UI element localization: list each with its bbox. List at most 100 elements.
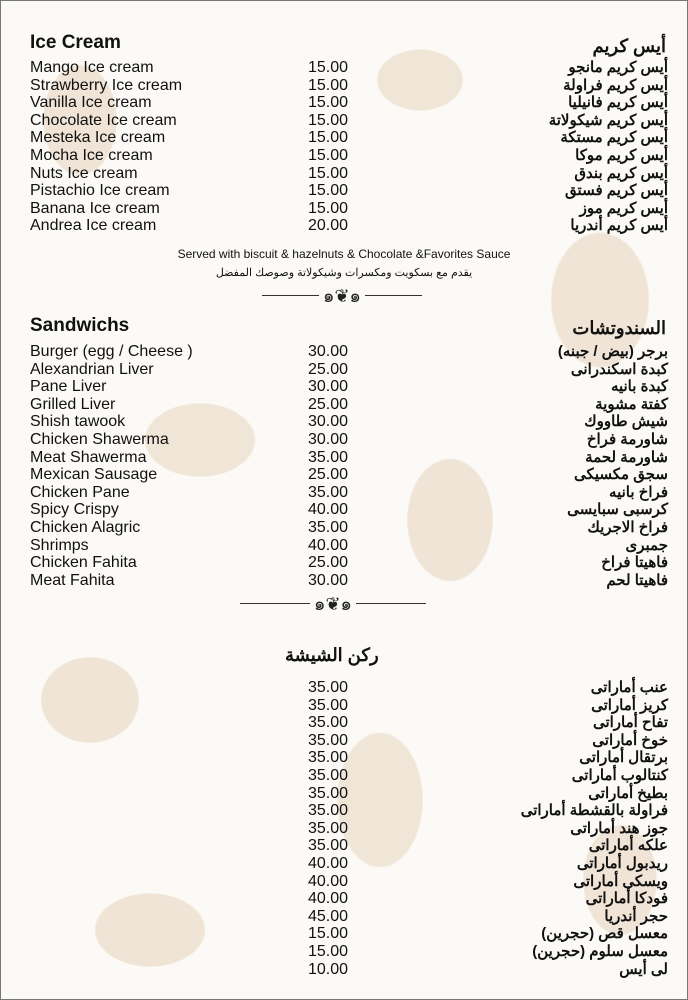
item-name-ar: أيس كريم فراولة [563, 76, 668, 94]
item-price: 10.00 [308, 960, 349, 978]
item-name-ar: معسل قص (حجرين) [541, 925, 668, 943]
menu-item: Vanilla Ice cream 15.00 أيس كريم فانيليا [0, 94, 688, 112]
item-price: 35.00 [308, 679, 349, 696]
item-name-ar: أيس كريم فانيليا [568, 94, 668, 112]
shisha-list: 35.00 عنب أماراتى 35.00 كريز أماراتى 35.00 تف… [0, 679, 688, 978]
menu-item: 35.00 برتقال أماراتى [0, 749, 688, 767]
item-price: 35.00 [308, 802, 349, 820]
item-price: 25.00 [308, 360, 349, 378]
menu-item: 10.00 لى أيس [0, 961, 688, 979]
menu-item: 35.00 فراولة بالقشطة أماراتى [0, 802, 688, 820]
menu-item: 45.00 حجر أندريا [0, 908, 688, 926]
menu-item: Spicy Crispy 40.00 كرسبى سبايسى [0, 501, 688, 519]
item-name-ar: أيس كريم مستكة [560, 129, 668, 147]
item-name-en: Spicy Crispy [30, 501, 119, 519]
item-name-ar: عنب أماراتى [590, 679, 668, 696]
item-name-ar: كريز أماراتى [591, 696, 668, 714]
item-price: 15.00 [308, 942, 349, 960]
menu-item: 35.00 بطيخ أماراتى [0, 785, 688, 803]
item-price: 35.00 [308, 518, 349, 536]
item-price: 35.00 [308, 819, 349, 837]
ice-cream-title-en: Ice Cream [30, 32, 121, 53]
item-name-en: Strawberry Ice cream [30, 76, 183, 94]
item-name-ar: فودكا أماراتى [585, 890, 668, 908]
menu-item: 35.00 علكه أماراتى [0, 837, 688, 855]
item-price: 35.00 [308, 483, 349, 501]
item-name-ar: ويسكى أماراتى [573, 872, 668, 890]
item-price: 15.00 [308, 111, 349, 129]
item-name-en: Chicken Fahita [30, 554, 137, 572]
item-name-ar: أيس كريم موكا [575, 146, 668, 164]
sandwiches-list: Burger (egg / Cheese ) 30.00 برجر (بيض / ج… [0, 343, 688, 589]
item-price: 15.00 [308, 129, 349, 147]
menu-item: 40.00 فودكا أماراتى [0, 890, 688, 908]
item-name-en: Mocha Ice cream [30, 146, 153, 164]
item-price: 35.00 [308, 448, 349, 466]
item-name-en: Vanilla Ice cream [30, 94, 152, 112]
menu-item: 15.00 معسل قص (حجرين) [0, 925, 688, 943]
menu-item: Pane Liver 30.00 كبدة بانيه [0, 378, 688, 396]
menu-item: Chicken Shawerma 30.00 شاورمة فراخ [0, 431, 688, 449]
menu-item: Meat Fahita 30.00 فاهيتا لحم [0, 572, 688, 590]
item-price: 30.00 [308, 430, 349, 448]
item-name-ar: كبدة اسكندرانى [570, 360, 668, 378]
menu-item: Meat Shawerma 35.00 شاورمة لحمة [0, 449, 688, 467]
item-name-ar: أيس كريم بندق [574, 164, 668, 182]
menu-item: Pistachio Ice cream 15.00 أيس كريم فستق [0, 182, 688, 200]
item-price: 40.00 [308, 872, 349, 890]
item-name-en: Grilled Liver [30, 395, 116, 413]
item-name-ar: علكه أماراتى [588, 837, 668, 855]
item-price: 40.00 [308, 536, 349, 554]
item-name-ar: برجر (بيض / جبنه) [557, 343, 668, 360]
menu-item: Shish tawook 30.00 شيش طاووك [0, 413, 688, 431]
menu-item: Chicken Fahita 25.00 فاهيتا فراخ [0, 554, 688, 572]
menu-item: Grilled Liver 25.00 كفتة مشوية [0, 396, 688, 414]
item-name-ar: أيس كريم شيكولاتة [548, 111, 668, 129]
item-price: 35.00 [308, 696, 349, 714]
item-name-ar: حجر أندريا [604, 907, 668, 925]
item-name-ar: ريدبول أماراتى [576, 854, 668, 872]
menu-item: Chicken Pane 35.00 فراخ بانيه [0, 484, 688, 502]
menu-item: 35.00 جوز هند أماراتى [0, 820, 688, 838]
shisha-title-ar: ركن الشيشة [285, 645, 379, 665]
item-name-ar: معسل سلوم (حجرين) [532, 942, 668, 960]
item-price: 35.00 [308, 766, 349, 784]
item-name-ar: أيس كريم فستق [565, 182, 668, 200]
item-price: 30.00 [308, 343, 349, 360]
ice-cream-note-ar: يقدم مع بسكويت ومكسرات وشيكولاتة وصوصك ا… [215, 267, 473, 279]
menu-item: 35.00 كنتالوب أماراتى [0, 767, 688, 785]
item-price: 25.00 [308, 395, 349, 413]
menu-item: Shrimps 40.00 جمبرى [0, 537, 688, 555]
item-name-ar: أيس كريم موز [579, 199, 668, 217]
menu-item: 35.00 كريز أماراتى [0, 697, 688, 715]
item-name-en: Chicken Shawerma [30, 430, 169, 448]
menu-item: Mesteka Ice cream 15.00 أيس كريم مستكة [0, 129, 688, 147]
item-name-ar: شاورمة لحمة [585, 448, 668, 466]
menu-item: 35.00 تفاح أماراتى [0, 714, 688, 732]
menu-item: Mango Ice cream 15.00 أيس كريم مانجو [0, 59, 688, 77]
item-price: 15.00 [308, 925, 349, 943]
sandwiches-title-en: Sandwichs [30, 315, 130, 336]
item-name-en: Mexican Sausage [30, 466, 158, 484]
item-name-ar: أيس كريم أندريا [570, 217, 668, 235]
item-name-ar: بطيخ أماراتى [588, 784, 668, 802]
item-name-en: Nuts Ice cream [30, 164, 138, 182]
item-price: 35.00 [308, 784, 349, 802]
item-name-en: Mesteka Ice cream [30, 129, 166, 147]
menu-item: Strawberry Ice cream 15.00 أيس كريم فراولة [0, 77, 688, 95]
item-price: 20.00 [308, 217, 349, 235]
item-price: 45.00 [308, 907, 349, 925]
menu-item: 15.00 معسل سلوم (حجرين) [0, 943, 688, 961]
item-price: 15.00 [308, 94, 349, 112]
item-name-en: Shrimps [30, 536, 89, 554]
item-name-en: Pane Liver [30, 378, 107, 396]
menu-item: Burger (egg / Cheese ) 30.00 برجر (بيض / ج… [0, 343, 688, 361]
menu-item: 40.00 ويسكى أماراتى [0, 873, 688, 891]
item-name-ar: جوز هند أماراتى [570, 819, 668, 837]
item-price: 30.00 [308, 413, 349, 431]
item-name-ar: كنتالوب أماراتى [571, 766, 668, 784]
menu-item: Banana Ice cream 15.00 أيس كريم موز [0, 200, 688, 218]
item-name-ar: تفاح أماراتى [592, 714, 668, 732]
item-price: 15.00 [308, 59, 349, 76]
